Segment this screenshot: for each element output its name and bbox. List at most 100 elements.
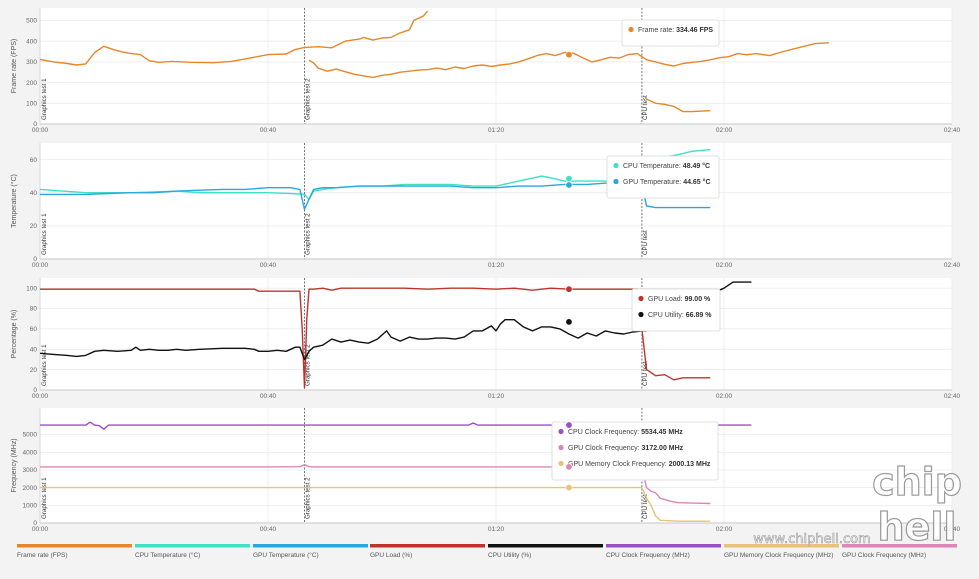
chart-panel-3: 0 20 40 60 80 100 00:00 00:40 01:20 02:00 02:40 Per… bbox=[11, 278, 961, 400]
legend-label: GPU Clock Frequency (MHz) bbox=[842, 552, 926, 559]
x-tick-label: 00:40 bbox=[260, 262, 277, 269]
tooltip-text: CPU Utility: 66.89 % bbox=[648, 312, 712, 319]
tooltip-box bbox=[606, 155, 720, 199]
x-tick-label: 01:20 bbox=[488, 127, 505, 134]
tooltip-swatch bbox=[613, 162, 619, 169]
y-tick-label: 60 bbox=[30, 157, 38, 164]
tooltip-text: Frame rate: 334.46 FPS bbox=[638, 27, 713, 34]
y-tick-label: 20 bbox=[30, 367, 38, 374]
tooltip-swatch bbox=[638, 295, 644, 302]
legend-swatch bbox=[842, 544, 957, 548]
series-line bbox=[308, 42, 829, 79]
watermark-logo: chiphell bbox=[871, 459, 962, 549]
legend-swatch bbox=[135, 544, 250, 548]
y-tick-label: 40 bbox=[30, 190, 38, 197]
y-tick-label: 300 bbox=[26, 59, 37, 66]
x-tick-label: 02:40 bbox=[944, 127, 961, 134]
x-tick-label: 00:00 bbox=[32, 393, 49, 400]
legend-swatch bbox=[488, 544, 603, 548]
legend-swatch bbox=[253, 544, 368, 548]
tooltip-text: CPU Temperature: 48.49 °C bbox=[623, 162, 710, 170]
x-tick-label: 02:00 bbox=[716, 127, 733, 134]
legend-label: GPU Memory Clock Frequency (MHz) bbox=[724, 552, 833, 559]
y-tick-label: 20 bbox=[30, 223, 38, 230]
y-tick-label: 1000 bbox=[23, 503, 38, 510]
legend-label: GPU Load (%) bbox=[370, 552, 412, 559]
tooltip-swatch bbox=[558, 460, 564, 467]
x-tick-label: 00:00 bbox=[32, 262, 49, 269]
cursor-point bbox=[565, 285, 573, 293]
x-tick-label: 00:00 bbox=[32, 526, 49, 533]
x-tick-label: 02:00 bbox=[716, 262, 733, 269]
y-tick-label: 60 bbox=[30, 326, 38, 333]
series-line bbox=[39, 10, 429, 66]
test-marker-label: CPU test bbox=[642, 494, 649, 519]
cursor-point bbox=[565, 181, 573, 189]
legend: Frame rate (FPS) CPU Temperature (°C) GPU … bbox=[17, 544, 957, 559]
watermark-site: www.chiphell.com bbox=[753, 532, 870, 547]
test-marker-label: CPU test bbox=[642, 95, 649, 120]
y-axis-label: Frequency (MHz) bbox=[11, 438, 18, 492]
tooltip-swatch bbox=[558, 444, 564, 451]
x-tick-label: 00:40 bbox=[260, 526, 277, 533]
tooltip-text: GPU Load: 99.00 % bbox=[648, 296, 711, 303]
legend-swatch bbox=[606, 544, 721, 548]
y-tick-label: 80 bbox=[30, 306, 38, 313]
cursor-point bbox=[565, 463, 573, 471]
tooltip-swatch bbox=[558, 428, 564, 435]
cursor-point bbox=[565, 318, 573, 326]
x-tick-label: 01:20 bbox=[488, 393, 505, 400]
series-line bbox=[646, 98, 711, 113]
tooltip-text: GPU Clock Frequency: 3172.00 MHz bbox=[568, 445, 684, 452]
y-tick-label: 0 bbox=[33, 387, 37, 394]
y-tick-label: 0 bbox=[33, 121, 37, 128]
test-marker-label: Graphics test 2 bbox=[304, 78, 311, 120]
tooltip-swatch bbox=[628, 26, 634, 33]
cursor-point bbox=[565, 421, 573, 429]
test-marker-label: Graphics test 1 bbox=[41, 477, 48, 519]
tooltip-text: GPU Temperature: 44.65 °C bbox=[623, 178, 711, 186]
tooltip-swatch bbox=[613, 178, 619, 185]
x-tick-label: 02:40 bbox=[944, 393, 961, 400]
x-tick-label: 01:20 bbox=[488, 526, 505, 533]
y-tick-label: 2000 bbox=[23, 485, 38, 492]
y-tick-label: 400 bbox=[26, 38, 37, 45]
tooltip-text: GPU Memory Clock Frequency: 2000.13 MHz bbox=[568, 461, 711, 468]
y-tick-label: 100 bbox=[26, 100, 37, 107]
legend-label: CPU Utility (%) bbox=[488, 552, 531, 559]
y-tick-label: 40 bbox=[30, 346, 38, 353]
series-line bbox=[40, 287, 711, 389]
x-tick-label: 00:00 bbox=[32, 127, 49, 134]
test-marker-label: Graphics test 2 bbox=[304, 213, 311, 255]
test-marker-label: CPU test bbox=[642, 230, 649, 255]
test-marker-label: Graphics test 1 bbox=[41, 213, 48, 255]
y-axis-label: Temperature (°C) bbox=[10, 174, 18, 228]
series-line bbox=[40, 463, 711, 505]
watermark-logo-word1: chip bbox=[872, 460, 962, 504]
cursor-point bbox=[565, 51, 573, 59]
tooltip-box bbox=[551, 421, 719, 481]
test-marker-label: Graphics test 1 bbox=[41, 78, 48, 120]
cursor-point bbox=[565, 175, 573, 183]
y-tick-label: 0 bbox=[33, 520, 37, 527]
tooltip-box bbox=[631, 288, 721, 332]
legend-label: CPU Temperature (°C) bbox=[135, 551, 200, 559]
y-axis-label: Percentage (%) bbox=[11, 310, 18, 359]
legend-swatch bbox=[724, 544, 839, 548]
watermark-logo-word2: hell bbox=[878, 505, 957, 549]
y-tick-label: 3000 bbox=[23, 467, 38, 474]
tooltip-box bbox=[621, 19, 720, 47]
chart-panel-1: 0 100 200 300 400 500 00:00 00:40 01:20 02:00 02:4… bbox=[11, 8, 961, 134]
chart-panel-2: 0 20 40 60 00:00 00:40 01:20 02:00 02:40 Temperat… bbox=[10, 143, 961, 269]
legend-label: Frame rate (FPS) bbox=[17, 552, 68, 559]
y-tick-label: 5000 bbox=[23, 432, 38, 439]
x-tick-label: 02:00 bbox=[716, 526, 733, 533]
test-marker-label: Graphics test 2 bbox=[304, 344, 311, 386]
y-tick-label: 4000 bbox=[23, 449, 38, 456]
x-tick-label: 02:40 bbox=[944, 262, 961, 269]
x-tick-label: 00:40 bbox=[260, 393, 277, 400]
x-tick-label: 00:40 bbox=[260, 127, 277, 134]
